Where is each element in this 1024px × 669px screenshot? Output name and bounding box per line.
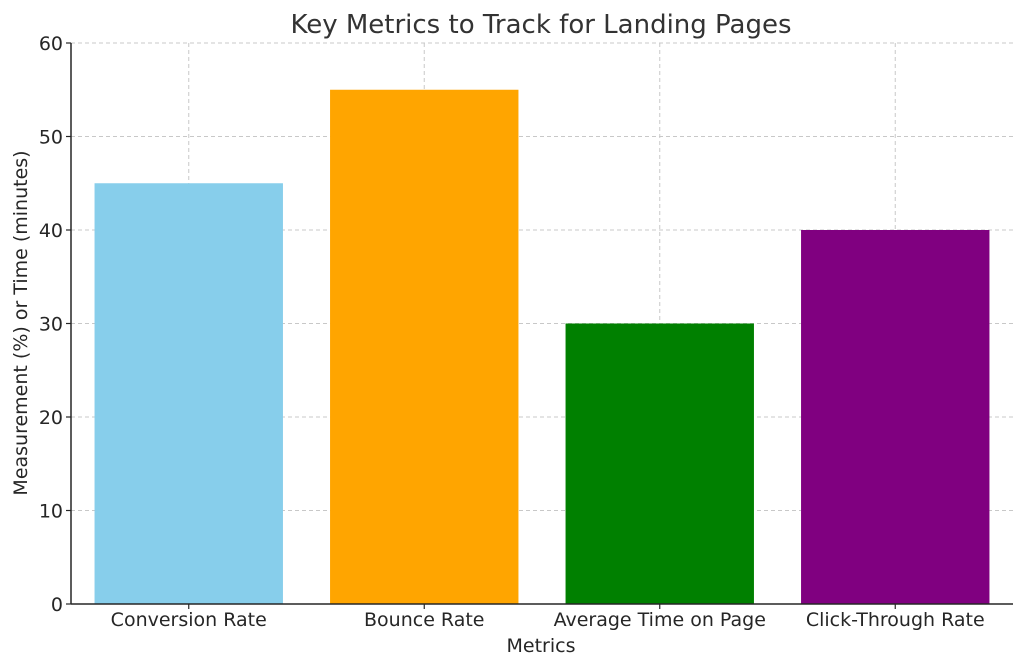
y-tick-label: 50 bbox=[39, 127, 63, 149]
x-tick-label: Click-Through Rate bbox=[806, 609, 985, 631]
y-tick-label: 60 bbox=[39, 33, 63, 55]
x-tick-label: Average Time on Page bbox=[554, 609, 766, 631]
bar bbox=[565, 323, 754, 604]
y-tick-label: 20 bbox=[39, 407, 63, 429]
chart-title: Key Metrics to Track for Landing Pages bbox=[290, 10, 791, 40]
bar bbox=[330, 89, 519, 604]
bar bbox=[801, 230, 990, 604]
y-tick-label: 10 bbox=[39, 501, 63, 523]
y-tick-label: 0 bbox=[51, 594, 63, 616]
y-tick-label: 30 bbox=[39, 314, 63, 336]
y-axis-label: Measurement (%) or Time (minutes) bbox=[10, 150, 32, 495]
y-tick-labels: 0 10 20 30 40 50 60 bbox=[39, 33, 71, 616]
bars bbox=[94, 89, 990, 604]
bar bbox=[94, 183, 283, 604]
x-axis-label: Metrics bbox=[507, 635, 576, 657]
x-tick-label: Conversion Rate bbox=[111, 609, 267, 631]
y-tick-label: 40 bbox=[39, 220, 63, 242]
x-tick-label: Bounce Rate bbox=[364, 609, 485, 631]
x-tick-labels: Conversion Rate Bounce Rate Average Time o… bbox=[111, 604, 985, 631]
